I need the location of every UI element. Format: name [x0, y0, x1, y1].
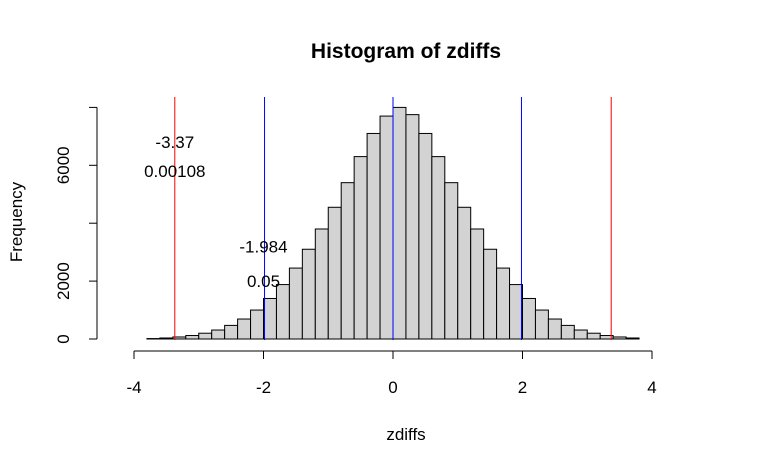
histogram-bar — [367, 133, 380, 339]
histogram-bar — [264, 298, 277, 339]
histogram-bar — [276, 285, 289, 339]
x-tick-label: 4 — [647, 378, 656, 397]
y-tick-label: 6000 — [54, 146, 73, 184]
histogram-bar — [406, 115, 419, 339]
histogram-bar — [380, 116, 393, 339]
histogram-bar — [432, 157, 445, 339]
histogram-bar — [613, 337, 626, 339]
x-axis: -4 -2 0 2 4 — [126, 351, 656, 397]
chart-title: Histogram of zdiffs — [311, 40, 501, 63]
x-tick-label: 2 — [518, 378, 527, 397]
annotation-label: 0.00108 — [144, 162, 205, 181]
histogram-bar — [302, 249, 315, 339]
x-tick-label: -2 — [256, 378, 271, 397]
histogram-bar — [225, 325, 238, 339]
reference-lines — [175, 97, 611, 340]
histogram-bar — [548, 319, 561, 339]
histogram-bar — [574, 330, 587, 339]
histogram-bar — [289, 268, 302, 339]
histogram-bar — [535, 310, 548, 339]
y-axis-label: Frequency — [7, 181, 26, 262]
histogram-bar — [471, 229, 484, 339]
histogram-bar — [212, 330, 225, 339]
annotation-label: -3.37 — [155, 133, 194, 152]
histogram-bar — [199, 333, 212, 339]
histogram-bar — [328, 207, 341, 339]
histogram-bar — [393, 107, 406, 339]
histogram-bar — [419, 133, 432, 339]
y-tick-label: 2000 — [54, 262, 73, 300]
histogram-bar — [458, 207, 471, 339]
histogram-bar — [587, 333, 600, 339]
histogram-bar — [315, 229, 328, 339]
histogram-bar — [251, 310, 264, 339]
histogram-bar — [523, 298, 536, 339]
histogram-bar — [561, 325, 574, 339]
y-axis: 0 2000 6000 — [54, 107, 97, 343]
annotation-label: -1.984 — [239, 237, 287, 256]
y-tick-label: 0 — [54, 334, 73, 343]
histogram-bar — [160, 338, 173, 339]
histogram-bar — [497, 268, 510, 339]
x-axis-label: zdiffs — [386, 425, 425, 444]
histogram-bar — [186, 336, 199, 339]
annotation-label: 0.05 — [247, 272, 280, 291]
x-tick-label: 0 — [388, 378, 397, 397]
annotations: -3.37 0.00108 -1.984 0.05 — [144, 133, 288, 291]
histogram-bar — [626, 338, 639, 339]
histogram-bar — [484, 249, 497, 339]
histogram-bar — [341, 183, 354, 339]
histogram-bar — [510, 285, 523, 339]
histogram-bar — [238, 319, 251, 339]
histogram-bar — [445, 183, 458, 339]
histogram-bar — [354, 157, 367, 339]
x-tick-label: -4 — [126, 378, 141, 397]
